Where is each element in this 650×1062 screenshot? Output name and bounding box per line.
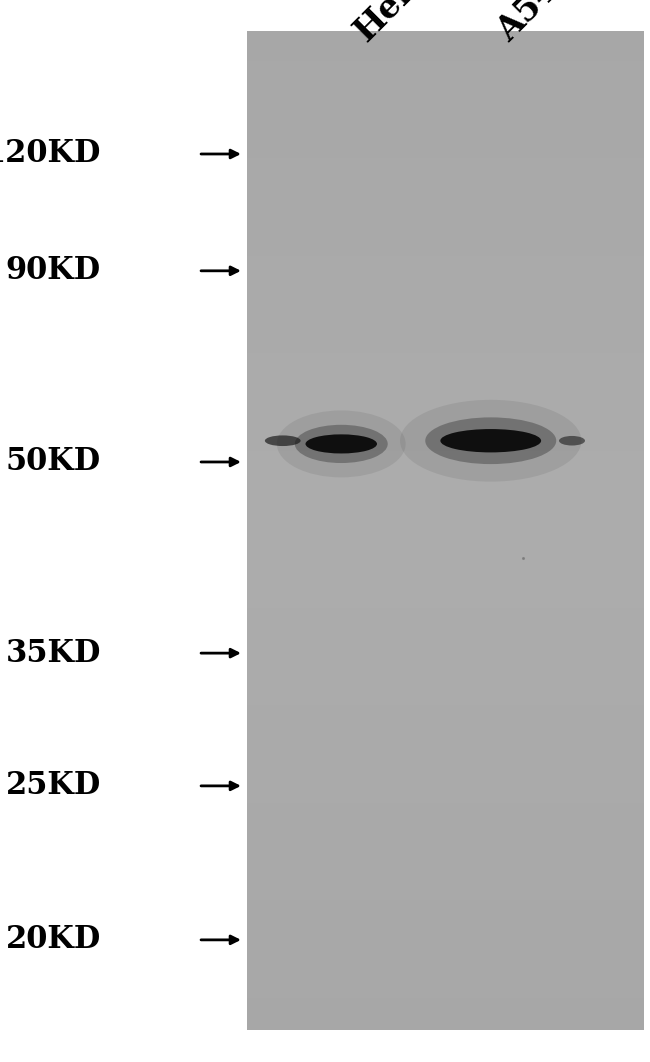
Ellipse shape — [294, 425, 387, 463]
Text: 35KD: 35KD — [5, 637, 101, 669]
Ellipse shape — [277, 411, 406, 478]
Ellipse shape — [400, 400, 581, 482]
Text: Hela: Hela — [348, 0, 433, 48]
Text: 20KD: 20KD — [5, 924, 101, 956]
Text: 120KD: 120KD — [0, 138, 101, 170]
Ellipse shape — [559, 436, 585, 446]
Ellipse shape — [441, 429, 541, 452]
Ellipse shape — [306, 434, 377, 453]
Text: 50KD: 50KD — [6, 446, 101, 478]
Ellipse shape — [425, 417, 556, 464]
Text: 90KD: 90KD — [6, 255, 101, 287]
Ellipse shape — [265, 435, 300, 446]
Text: A549: A549 — [491, 0, 582, 48]
Text: 25KD: 25KD — [5, 770, 101, 802]
